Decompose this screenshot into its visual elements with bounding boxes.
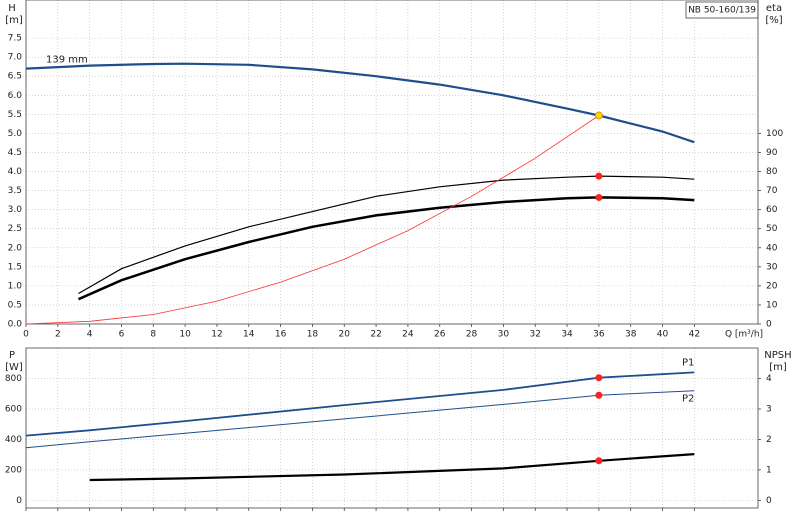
x-tick-label: 36 (593, 330, 605, 340)
series-line (77, 196, 695, 301)
y-tick-label: 7.5 (8, 34, 22, 44)
series-label: P2 (682, 394, 694, 405)
x-tick-label: 12 (211, 330, 222, 340)
chart-title: NB 50-160/139 (688, 6, 756, 16)
plot-frame (25, 0, 759, 325)
y2-tick-label: 0 (766, 320, 772, 330)
y2-tick-label: 10 (766, 300, 778, 310)
duty-point (595, 374, 603, 382)
y-tick-label: 2.0 (8, 243, 23, 253)
x-tick-label: 10 (179, 330, 191, 340)
y-tick-label: 5.0 (8, 129, 23, 139)
x-tick-label: 16 (275, 330, 287, 340)
y2-axis-unit: [%] (765, 15, 782, 26)
y2-tick-label: 90 (766, 148, 778, 158)
x-axis-label: Q [m³/h] (725, 330, 763, 340)
y-tick-label: 7.0 (8, 53, 23, 63)
y2-tick-label: 80 (766, 167, 778, 177)
y-tick-label: 0.5 (8, 300, 22, 310)
y-axis-unit: [m] (5, 15, 23, 26)
y2-axis-unit: [m] (769, 362, 787, 373)
y2-tick-label: 20 (766, 281, 778, 291)
y2-tick-label: 2 (766, 435, 772, 445)
y-tick-label: 400 (5, 435, 22, 445)
y2-tick-label: 30 (766, 262, 778, 272)
series-line (89, 453, 695, 482)
x-tick-label: 6 (119, 330, 125, 340)
y-axis-unit: [W] (5, 362, 23, 373)
x-tick-label: 40 (657, 330, 669, 340)
x-tick-label: 14 (243, 330, 255, 340)
x-tick-label: 4 (87, 330, 93, 340)
y-axis-label: P (9, 350, 15, 361)
plot-frame (25, 347, 759, 509)
y2-tick-label: 3 (766, 404, 772, 414)
y-tick-label: 4.0 (8, 167, 23, 177)
x-tick-label: 28 (466, 330, 478, 340)
y-axis-label: H (8, 3, 16, 14)
y-tick-label: 0.0 (8, 320, 23, 330)
x-tick-label: 30 (498, 330, 510, 340)
y2-tick-label: 4 (766, 374, 772, 384)
series-line (25, 115, 600, 325)
x-tick-label: 8 (150, 330, 156, 340)
y-tick-label: 3.5 (8, 186, 22, 196)
x-tick-label: 2 (55, 330, 61, 340)
x-tick-label: 32 (529, 330, 540, 340)
x-tick-label: 42 (689, 330, 700, 340)
y2-tick-label: 70 (766, 186, 778, 196)
x-tick-label: 24 (402, 330, 414, 340)
duty-point (595, 457, 603, 465)
y2-tick-label: 40 (766, 243, 778, 253)
series-line (78, 175, 695, 295)
x-tick-label: 38 (625, 330, 637, 340)
duty-point (595, 391, 603, 399)
y2-tick-label: 100 (766, 129, 783, 139)
y-tick-label: 6.5 (8, 72, 22, 82)
y-tick-label: 1.0 (8, 281, 23, 291)
y2-tick-label: 50 (766, 224, 778, 234)
duty-point (595, 172, 603, 180)
y-tick-label: 0 (16, 496, 22, 506)
series-label: 139 mm (46, 55, 88, 66)
x-tick-label: 26 (434, 330, 446, 340)
y2-axis-label: NPSH (764, 350, 791, 361)
y-tick-label: 800 (5, 374, 22, 384)
y-tick-label: 600 (5, 404, 22, 414)
x-tick-label: 20 (339, 330, 351, 340)
x-tick-label: 34 (561, 330, 573, 340)
y-tick-label: 2.5 (8, 224, 22, 234)
y-tick-label: 4.5 (8, 148, 22, 158)
y2-tick-label: 1 (766, 465, 772, 475)
x-tick-label: 22 (370, 330, 381, 340)
duty-point (595, 193, 603, 201)
y2-axis-label: eta (766, 3, 782, 14)
y-tick-label: 5.5 (8, 110, 22, 120)
y-tick-label: 3.0 (8, 205, 23, 215)
y2-tick-label: 60 (766, 205, 778, 215)
series-label: P1 (682, 357, 694, 368)
duty-point (594, 111, 603, 120)
y-tick-label: 1.5 (8, 262, 22, 272)
y-tick-label: 6.0 (8, 91, 23, 101)
x-tick-label: 0 (23, 330, 29, 340)
y2-tick-label: 0 (766, 496, 772, 506)
y-tick-label: 200 (5, 465, 22, 475)
x-tick-label: 18 (307, 330, 319, 340)
